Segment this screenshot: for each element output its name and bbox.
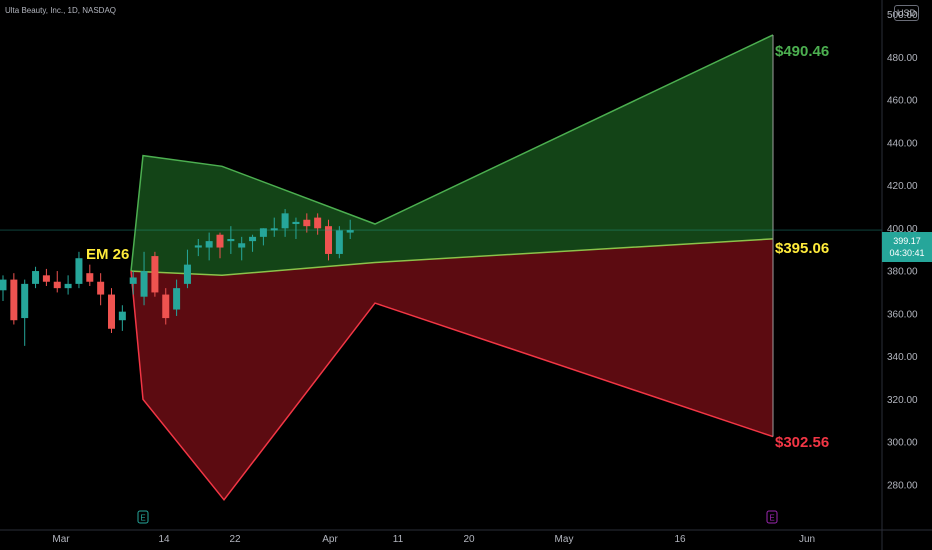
price-tick-label: 420.00	[887, 181, 918, 192]
bar-countdown: 04:30:41	[889, 248, 925, 258]
currency-button[interactable]: USD	[894, 5, 919, 21]
candle-body	[32, 271, 40, 284]
candlestick-series	[0, 209, 354, 346]
candle-body	[216, 234, 224, 248]
price-tick-label: 380.00	[887, 267, 918, 278]
lower-band-fill	[131, 238, 773, 500]
candle-body	[108, 294, 115, 329]
last-price-tag: 399.17 04:30:41	[882, 232, 932, 262]
em-label: EM 26	[86, 246, 129, 263]
price-tick-label: 400.00	[887, 224, 918, 235]
time-tick-label: 11	[393, 534, 404, 545]
candle-body	[10, 279, 18, 321]
candle-body	[129, 277, 137, 284]
price-tick-label: 280.00	[887, 480, 918, 491]
expected-move-bands	[130, 34, 774, 502]
time-tick-label: May	[555, 534, 574, 545]
candle-body	[183, 264, 191, 284]
candle-body	[238, 243, 246, 248]
last-price-value: 399.17	[893, 236, 921, 246]
upper-band-label: $490.46	[775, 43, 829, 60]
price-tick-label: 460.00	[887, 96, 918, 107]
earnings-marker-icon	[137, 510, 149, 524]
candle-body	[346, 230, 354, 233]
candle-body	[173, 288, 181, 310]
chart-title: Ulta Beauty, Inc., 1D, NASDAQ	[5, 6, 117, 15]
time-tick-label: 16	[674, 534, 686, 545]
upper-band-line	[130, 34, 774, 272]
lower-band-label: $302.56	[775, 434, 829, 451]
candle-body	[303, 219, 311, 227]
time-tick-label: Jun	[799, 534, 815, 545]
lower-band-line	[130, 271, 774, 502]
price-tick-label: 300.00	[887, 438, 918, 449]
time-tick-label: 22	[229, 534, 241, 545]
candle-body	[140, 271, 148, 297]
earnings-marker-letter: E	[769, 514, 774, 523]
mid-band-label: $395.06	[775, 240, 829, 257]
candle-body	[335, 230, 343, 254]
mid-band-line	[130, 238, 774, 277]
time-tick-label: Mar	[52, 534, 70, 545]
price-tick-label: 340.00	[887, 352, 918, 363]
candle-body	[259, 228, 267, 237]
candle-body	[270, 228, 278, 231]
candle-body	[97, 281, 105, 295]
price-tick-label: 480.00	[887, 53, 918, 64]
candle-body	[194, 245, 202, 248]
candle-body	[314, 217, 322, 229]
earnings-marker-letter: E	[140, 514, 145, 523]
time-tick-label: Apr	[322, 534, 338, 545]
candle-body	[205, 241, 213, 248]
time-tick-label: 20	[463, 534, 475, 545]
candle-body	[0, 279, 7, 291]
price-tick-label: 440.00	[887, 138, 918, 149]
candle-body	[281, 213, 289, 229]
candle-body	[162, 294, 170, 319]
upper-band-fill	[131, 34, 773, 276]
candle-body	[249, 236, 257, 242]
price-tick-label: 500.00	[887, 10, 918, 21]
candle-body	[86, 273, 94, 282]
candle-body	[151, 256, 159, 293]
candle-body	[42, 275, 50, 282]
price-axis: 280.00 300.00 320.00 340.00 360.00 380.00 400.…	[881, 0, 932, 550]
candle-body	[292, 221, 300, 225]
price-tick-label: 320.00	[887, 395, 918, 406]
candle-body	[325, 226, 332, 254]
candle-body	[75, 258, 83, 284]
price-axis-bg	[882, 0, 932, 530]
earnings-marker-icon	[766, 510, 778, 524]
candle-body	[64, 283, 72, 289]
price-tick-label: 360.00	[887, 309, 918, 320]
time-axis: Mar 14 22 Apr 11 20 May 16 Jun	[0, 529, 932, 545]
candle-body	[227, 238, 235, 242]
time-tick-label: 14	[158, 534, 170, 545]
candle-body	[118, 311, 126, 321]
candle-body	[21, 283, 29, 319]
candle-body	[53, 281, 61, 289]
